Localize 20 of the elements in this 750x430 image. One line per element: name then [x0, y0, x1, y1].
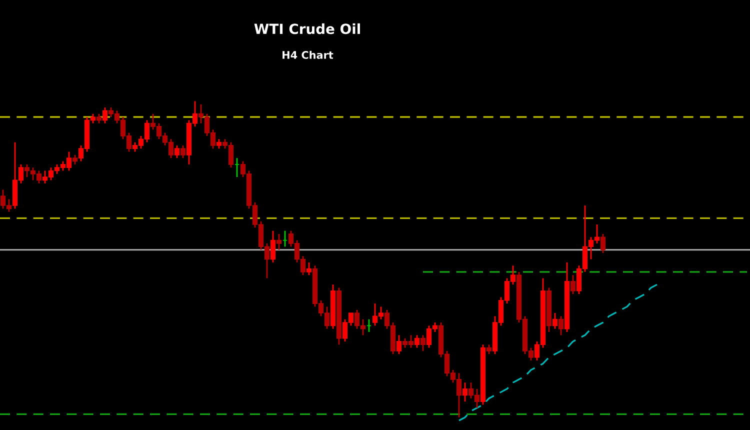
candlestick: [72, 154, 78, 166]
candlestick: [600, 233, 606, 254]
candlestick: [102, 106, 108, 124]
candlestick: [96, 113, 102, 124]
candlestick: [306, 262, 312, 276]
candlestick: [552, 312, 558, 330]
chart-title: WTI Crude Oil: [254, 23, 360, 34]
candlestick: [420, 334, 426, 352]
candlestick: [558, 315, 564, 336]
candlestick: [180, 144, 186, 159]
chart-subtitle: H4 Chart: [282, 50, 334, 59]
candlestick: [276, 233, 282, 250]
candlestick: [216, 138, 222, 150]
candlestick: [270, 230, 276, 264]
candlestick: [570, 274, 576, 295]
candlestick: [396, 334, 402, 355]
candlestick: [414, 334, 420, 348]
candlestick: [174, 144, 180, 159]
candlestick: [486, 344, 492, 355]
candlestick: [462, 382, 468, 402]
